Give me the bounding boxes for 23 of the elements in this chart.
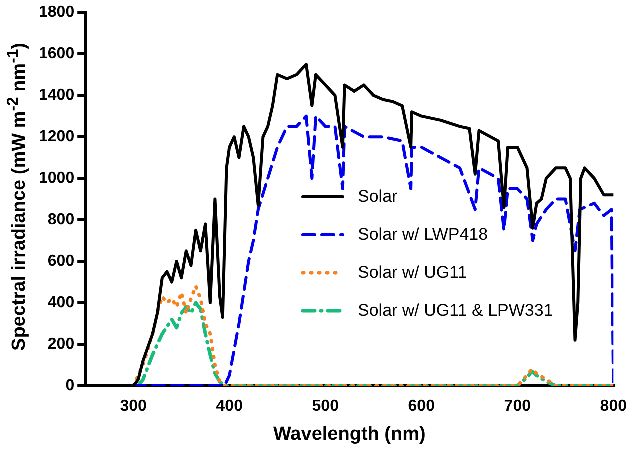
y-tick-label: 1600 bbox=[39, 45, 75, 62]
y-tick-label: 200 bbox=[48, 336, 75, 353]
legend-label: Solar w/ UG11 bbox=[358, 263, 468, 283]
x-tick-label: 600 bbox=[408, 398, 436, 416]
line-series bbox=[132, 114, 614, 386]
legend-label: Solar w/ LWP418 bbox=[358, 225, 488, 245]
x-tick-label: 800 bbox=[600, 398, 628, 416]
legend-label: Solar bbox=[358, 187, 398, 207]
line-series bbox=[132, 284, 614, 386]
x-tick-label: 300 bbox=[120, 398, 148, 416]
legend-label: Solar w/ UG11 & LPW331 bbox=[358, 301, 554, 321]
y-tick-label: 1400 bbox=[39, 86, 75, 104]
y-tick-label: 0 bbox=[66, 377, 75, 394]
y-tick-label: 800 bbox=[48, 211, 75, 228]
y-tick-label: 1200 bbox=[39, 128, 75, 146]
x-axis-title: Wavelength (nm) bbox=[273, 424, 426, 445]
y-tick-label: 400 bbox=[48, 294, 75, 312]
x-tick-label: 700 bbox=[504, 398, 532, 416]
y-tick-label: 600 bbox=[48, 252, 75, 270]
y-tick-label: 1800 bbox=[39, 4, 75, 22]
x-tick-label: 400 bbox=[216, 398, 244, 416]
x-tick-label: 500 bbox=[312, 398, 340, 416]
y-tick-label: 1000 bbox=[39, 170, 75, 187]
